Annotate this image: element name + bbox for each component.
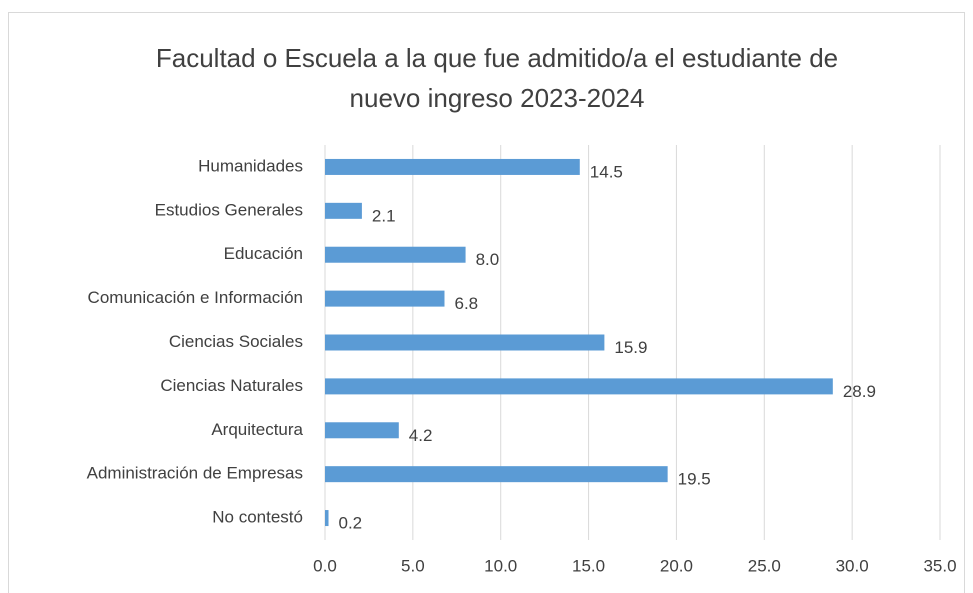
bar [325,290,445,307]
bar [325,334,605,351]
x-tick-label: 5.0 [401,556,425,575]
data-label: 14.5 [590,162,623,181]
data-label: 6.8 [454,294,478,313]
bar [325,378,833,395]
x-tick-label: 15.0 [572,556,605,575]
bar [325,422,399,439]
x-tick-label: 20.0 [660,556,693,575]
bar [325,466,668,483]
bar [325,158,580,175]
y-tick-label: Arquitectura [211,420,303,439]
y-tick-label: Humanidades [198,156,303,175]
x-tick-label: 10.0 [484,556,517,575]
data-label: 8.0 [476,250,500,269]
bar [325,246,466,263]
data-label: 0.2 [339,514,363,533]
data-label: 19.5 [678,470,711,489]
y-tick-label: Estudios Generales [155,200,303,219]
x-tick-label: 0.0 [313,556,337,575]
chart-frame [8,12,965,593]
y-tick-label: Educación [224,244,303,263]
y-tick-label: Ciencias Naturales [160,376,303,395]
chart-title: Facultad o Escuela a la que fue admitido… [155,43,839,113]
data-label: 28.9 [843,382,876,401]
bar [325,202,362,219]
x-tick-label: 30.0 [836,556,869,575]
x-tick-label: 25.0 [748,556,781,575]
y-tick-label: No contestó [212,508,303,527]
y-tick-label: Comunicación e Información [88,288,303,307]
y-tick-label: Ciencias Sociales [169,332,303,351]
x-tick-label: 35.0 [923,556,956,575]
data-label: 15.9 [614,338,647,357]
data-label: 2.1 [372,206,396,225]
bar [325,510,329,527]
y-tick-label: Administración de Empresas [87,464,303,483]
data-label: 4.2 [409,426,433,445]
